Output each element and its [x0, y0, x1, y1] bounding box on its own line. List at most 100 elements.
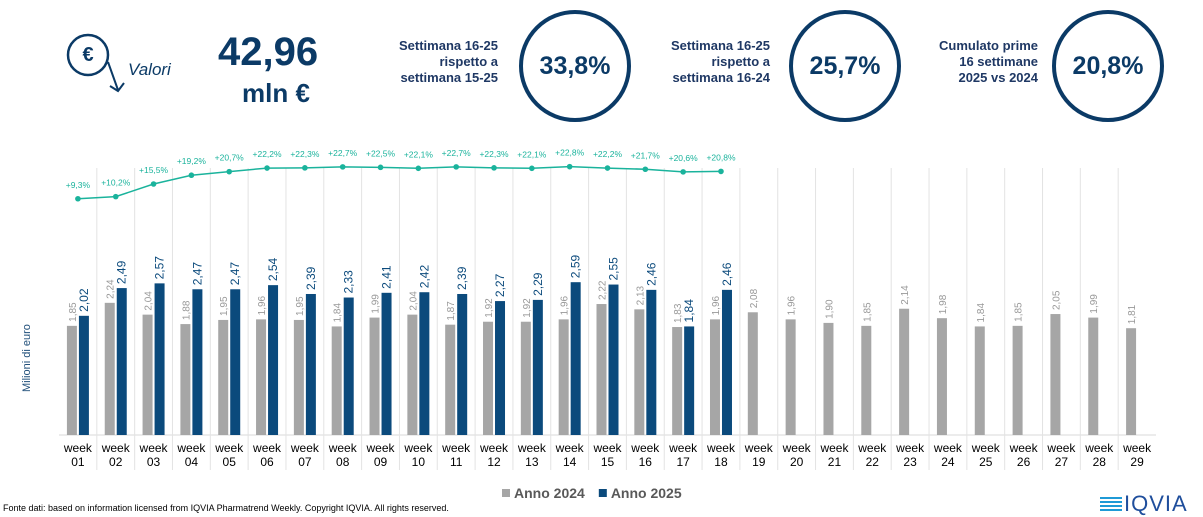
bar — [936, 318, 947, 435]
bar — [116, 288, 127, 435]
value-label: 1,95 — [219, 296, 230, 316]
bar — [104, 302, 115, 435]
x-tick-label: week 24 — [933, 441, 962, 469]
value-label: 2,47 — [228, 262, 242, 286]
growth-label: +22,1% — [404, 149, 434, 159]
value-label: 1,87 — [446, 301, 457, 321]
bar — [1012, 325, 1023, 435]
bar — [268, 285, 279, 435]
x-tick-label: week 19 — [744, 441, 773, 469]
bar — [646, 289, 657, 435]
value-label: 1,84 — [976, 303, 987, 323]
x-tick-label: week 26 — [1009, 441, 1038, 469]
legend-label: Anno 2024 — [514, 485, 585, 501]
value-label: 1,92 — [484, 298, 495, 318]
bar — [1050, 314, 1061, 435]
comparison-label: Settimana 16-25 rispetto a settimana 16-24 — [652, 38, 770, 86]
value-label: 2,13 — [635, 285, 646, 305]
comparison-value: 33,8% — [519, 10, 631, 122]
growth-label: +22,8% — [555, 148, 585, 158]
x-tick-label: week 15 — [593, 441, 622, 469]
bar — [445, 324, 456, 435]
value-label: 1,92 — [522, 298, 533, 318]
bar — [256, 319, 267, 435]
value-label: 1,95 — [295, 296, 306, 316]
value-label: 1,85 — [68, 302, 79, 322]
comparison-label: Cumulato prime 16 settimane 2025 vs 2024 — [920, 38, 1038, 86]
bar — [684, 326, 695, 435]
x-tick-label: week 16 — [631, 441, 660, 469]
growth-label: +15,5% — [139, 165, 169, 175]
comparison-value: 20,8% — [1052, 10, 1164, 122]
value-label: 1,98 — [938, 294, 949, 314]
value-label: 2,46 — [720, 262, 734, 286]
bar — [861, 325, 872, 435]
x-tick-label: week 28 — [1085, 441, 1114, 469]
comparison-line: 2025 vs 2024 — [958, 70, 1038, 85]
bar — [1126, 328, 1137, 435]
value-label: 1,85 — [1014, 302, 1025, 322]
bar — [230, 289, 241, 435]
x-tick-label: week 07 — [290, 441, 319, 469]
value-label: 2,57 — [153, 256, 167, 280]
growth-label: +22,2% — [253, 149, 283, 159]
bar — [520, 321, 531, 435]
comparison-value: 25,7% — [789, 10, 901, 122]
bar — [369, 317, 380, 435]
bar — [343, 297, 354, 435]
x-tick-label: week 03 — [139, 441, 168, 469]
bar — [1088, 317, 1099, 435]
value-label: 1,84 — [333, 303, 344, 323]
comparison-line: Settimana 16-25 — [399, 38, 498, 53]
growth-label: +22,3% — [290, 149, 320, 159]
growth-label: +20,6% — [669, 153, 699, 163]
x-tick-label: week 29 — [1123, 441, 1152, 469]
growth-point — [188, 172, 195, 179]
bar — [483, 321, 494, 435]
value-label: 2,14 — [900, 285, 911, 305]
bar — [709, 319, 720, 435]
comparison-label: Settimana 16-25 rispetto a settimana 15-25 — [380, 38, 498, 86]
x-tick-label: week 04 — [177, 441, 206, 469]
growth-label: +22,5% — [366, 148, 396, 158]
bar — [570, 282, 581, 435]
x-tick-label: week 11 — [442, 441, 471, 469]
value-label: 2,39 — [455, 266, 469, 290]
value-label: 2,22 — [598, 280, 609, 300]
bar — [721, 289, 732, 435]
bar — [495, 301, 506, 435]
x-tick-label: week 25 — [971, 441, 1000, 469]
value-label: 1,96 — [257, 295, 268, 315]
value-label: 1,96 — [711, 295, 722, 315]
legend-swatch — [598, 489, 607, 497]
growth-point — [642, 166, 649, 173]
growth-label: +22,3% — [479, 149, 509, 159]
bar — [785, 319, 796, 435]
value-label: 2,29 — [531, 272, 545, 296]
value-label: 1,84 — [682, 299, 696, 323]
bar — [66, 325, 77, 435]
x-tick-label: week 22 — [858, 441, 887, 469]
comparison-line: rispetto a — [439, 54, 498, 69]
bar — [78, 315, 89, 435]
growth-point — [415, 165, 422, 172]
value-label: 2,05 — [1051, 290, 1062, 310]
growth-point — [377, 164, 384, 171]
growth-point — [75, 195, 81, 202]
bar — [331, 326, 342, 435]
growth-label: +9,3% — [66, 180, 91, 190]
bar — [899, 308, 910, 435]
comparison-line: settimana 15-25 — [400, 70, 498, 85]
growth-point — [112, 193, 119, 200]
icon-label: Valori — [128, 60, 171, 79]
growth-point — [453, 164, 459, 170]
value-label: 1,96 — [560, 295, 571, 315]
value-label: 1,88 — [181, 300, 192, 320]
growth-label: +22,7% — [442, 148, 472, 158]
growth-point — [339, 164, 346, 170]
value-label: 1,85 — [862, 302, 873, 322]
bar — [407, 314, 418, 435]
bar — [532, 299, 543, 435]
growth-label: +20,7% — [215, 153, 245, 163]
